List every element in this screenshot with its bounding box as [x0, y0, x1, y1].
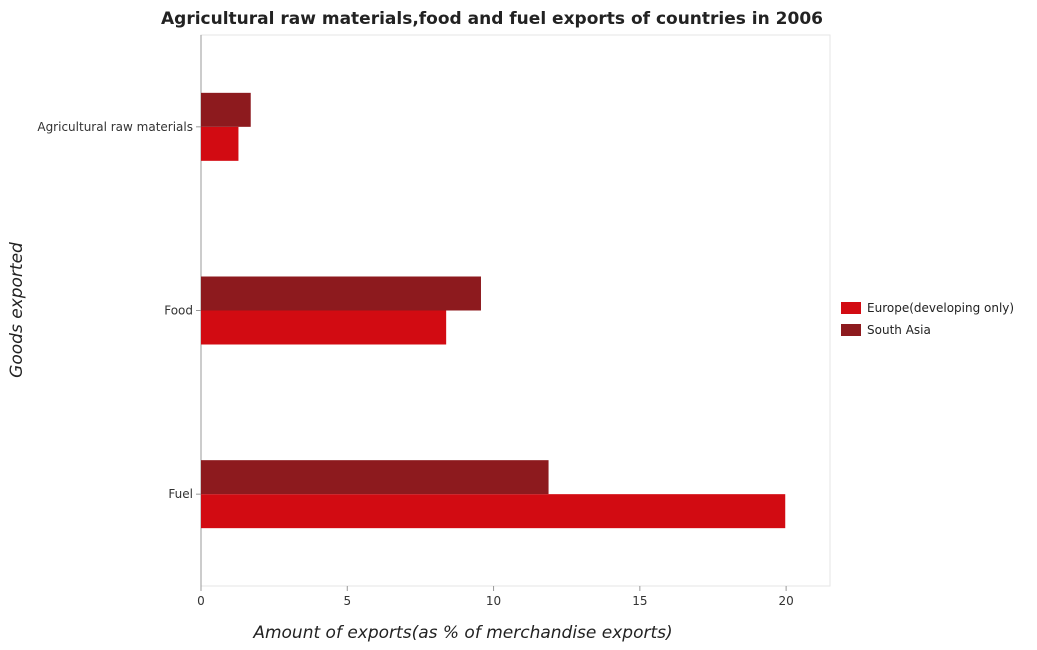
x-tick-15: 15: [632, 594, 647, 608]
legend: Europe(developing only) South Asia: [841, 301, 1014, 337]
bar-europe-developing-only-food: [201, 310, 447, 345]
x-tick-10: 10: [486, 594, 501, 608]
x-tick-5: 5: [343, 594, 351, 608]
bar-europe-developing-only-fuel: [201, 494, 786, 529]
x-tick-labels: 0 5 10 15 20: [197, 586, 794, 608]
x-tick-0: 0: [197, 594, 205, 608]
bar-south-asia-agricultural-raw-materials: [201, 92, 251, 127]
bar-south-asia-fuel: [201, 460, 549, 495]
bar-europe-developing-only-agricultural-raw-materials: [201, 126, 239, 161]
legend-label-europe-developing-only: Europe(developing only): [867, 301, 1014, 315]
bars: [201, 92, 786, 529]
bar-south-asia-food: [201, 276, 481, 311]
legend-swatch-south-asia: [841, 324, 861, 336]
chart-title: Agricultural raw materials,food and fuel…: [161, 9, 823, 29]
y-tick-food: Food: [164, 304, 193, 318]
y-tick-labels: Agricultural raw materials Food Fuel: [37, 120, 201, 501]
legend-label-south-asia: South Asia: [867, 323, 931, 337]
legend-swatch-europe-developing-only: [841, 302, 861, 314]
y-axis-label: Goods exported: [7, 242, 27, 378]
x-tick-20: 20: [778, 594, 793, 608]
y-tick-agricultural-raw-materials: Agricultural raw materials: [37, 120, 193, 134]
y-tick-fuel: Fuel: [168, 487, 193, 501]
x-axis-label: Amount of exports(as % of merchandise ex…: [252, 623, 672, 643]
